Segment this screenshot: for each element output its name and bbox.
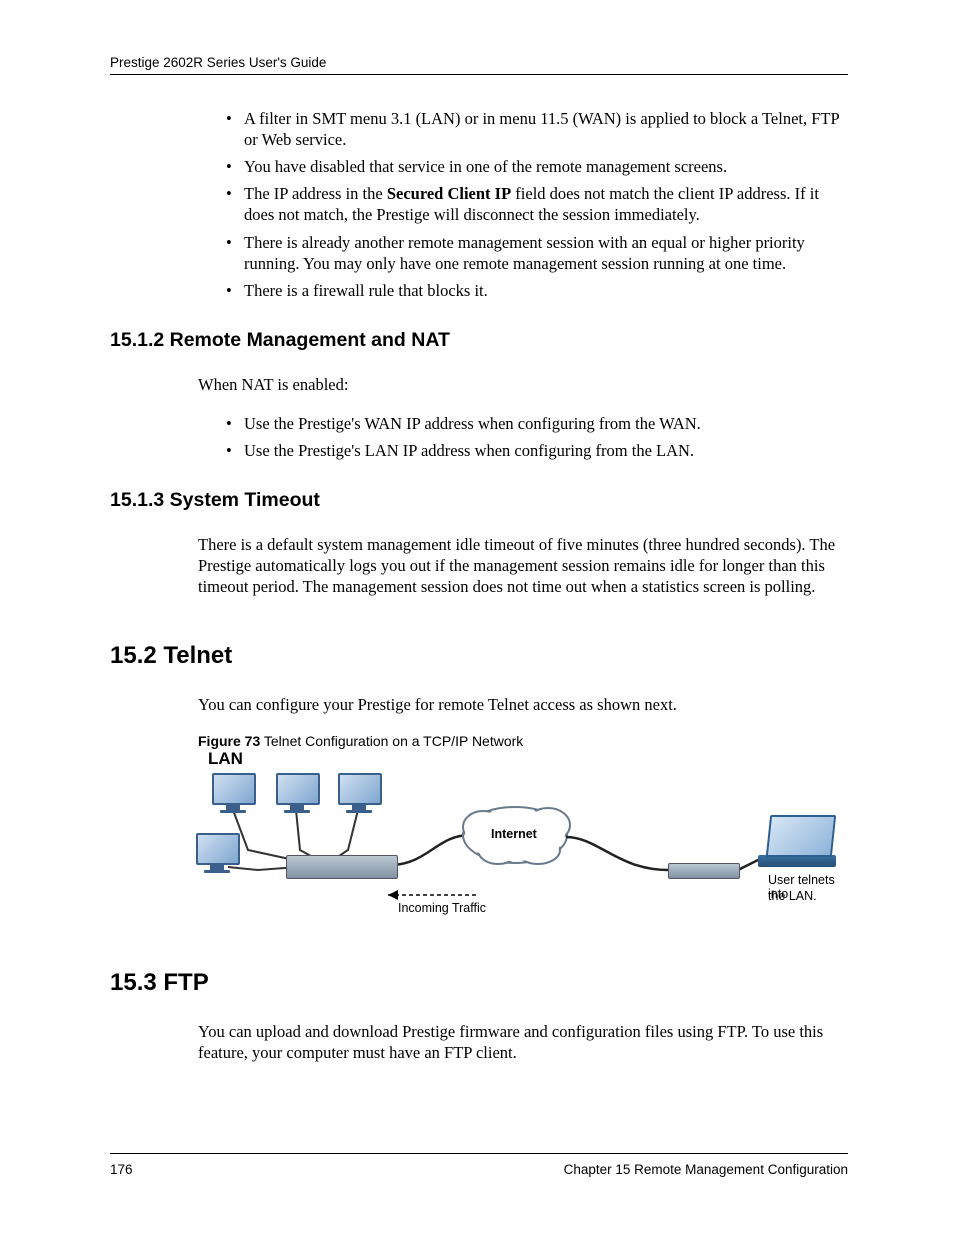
chapter-label: Chapter 15 Remote Management Configurati… [564,1162,848,1177]
page-content: A filter in SMT menu 3.1 (LAN) or in men… [110,108,848,1081]
monitor-icon [338,773,380,809]
monitor-icon [212,773,254,809]
list-item: There is already another remote manageme… [226,232,848,274]
bullet-text: Use the Prestige's WAN IP address when c… [244,414,701,433]
list-item: There is a firewall rule that blocks it. [226,280,848,301]
heading-15-1-2: 15.1.2 Remote Management and NAT [110,329,848,352]
monitor-icon [196,833,238,869]
bullet-bold: Secured Client IP [387,184,511,203]
bullet-text: There is a firewall rule that blocks it. [244,281,488,300]
lan-label: LAN [208,749,243,769]
heading-15-3: 15.3 FTP [110,969,848,997]
header-text: Prestige 2602R Series User's Guide [110,55,326,70]
figure-number: Figure 73 [198,733,260,749]
user-telnet-label-2: the LAN. [768,889,817,903]
list-item: The IP address in the Secured Client IP … [226,183,848,225]
telnet-diagram: LAN Internet Incoming Traffic User telne… [198,755,838,925]
switch-icon [286,855,398,879]
incoming-traffic-label: Incoming Traffic [398,901,486,915]
para-timeout: There is a default system management idl… [198,534,848,597]
list-item: Use the Prestige's WAN IP address when c… [226,413,848,434]
list-item: Use the Prestige's LAN IP address when c… [226,440,848,461]
laptop-icon [758,815,836,865]
bullet-text: Use the Prestige's LAN IP address when c… [244,441,694,460]
page-footer: 176 Chapter 15 Remote Management Configu… [110,1153,848,1177]
bullet-text: The IP address in the [244,184,387,203]
bullet-text: There is already another remote manageme… [244,233,805,273]
para-ftp: You can upload and download Prestige fir… [198,1021,848,1063]
page-header: Prestige 2602R Series User's Guide [110,55,848,75]
page-number: 176 [110,1162,133,1177]
bullet-text: A filter in SMT menu 3.1 (LAN) or in men… [244,109,839,149]
top-bullet-list: A filter in SMT menu 3.1 (LAN) or in men… [110,108,848,301]
modem-icon [668,863,740,879]
para-nat-intro: When NAT is enabled: [198,374,848,395]
bullet-text: You have disabled that service in one of… [244,157,727,176]
para-telnet: You can configure your Prestige for remo… [198,694,848,715]
list-item: You have disabled that service in one of… [226,156,848,177]
heading-15-2: 15.2 Telnet [110,642,848,670]
figure-caption: Figure 73 Telnet Configuration on a TCP/… [198,733,848,749]
list-item: A filter in SMT menu 3.1 (LAN) or in men… [226,108,848,150]
monitor-icon [276,773,318,809]
heading-15-1-3: 15.1.3 System Timeout [110,489,848,512]
nat-bullet-list: Use the Prestige's WAN IP address when c… [110,413,848,461]
figure-title: Telnet Configuration on a TCP/IP Network [260,733,523,749]
internet-label: Internet [491,827,537,841]
